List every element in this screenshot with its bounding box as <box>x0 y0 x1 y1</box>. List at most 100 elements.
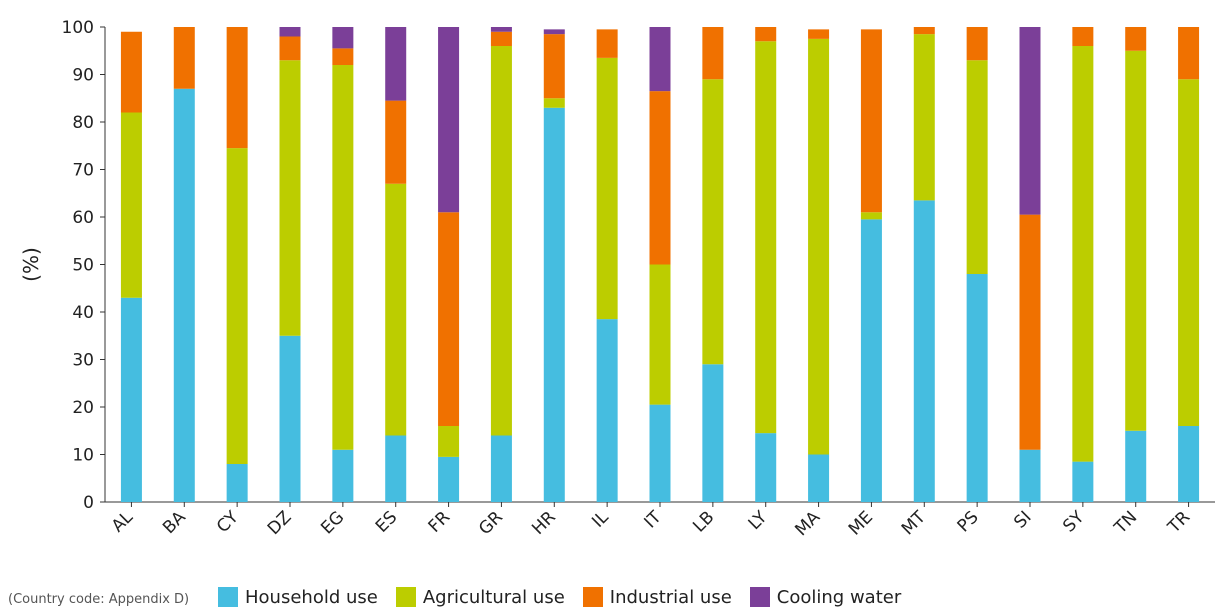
bar-segment <box>702 27 724 80</box>
bar-segment <box>913 34 935 201</box>
x-tick-label: FR <box>425 507 455 537</box>
bar-segment <box>1178 426 1200 502</box>
bar-segment <box>1072 461 1094 502</box>
bar-segment <box>1019 214 1041 450</box>
x-tick-label: IT <box>640 507 665 532</box>
stacked-bar-chart: 0 10 20 30 40 50 60 70 80 90 100 AL BA CY DZ EG ES FR GR H… <box>19 18 1215 540</box>
bars <box>120 27 1200 502</box>
bar-segment <box>860 212 882 220</box>
legend-item-cooling: Cooling water <box>749 586 902 608</box>
bar-segment <box>755 27 777 42</box>
y-tick-label: 40 <box>72 303 94 323</box>
legend-item-agricultural: Agricultural use <box>395 586 565 608</box>
x-tick-label: ES <box>372 507 401 536</box>
legend-label-cooling: Cooling water <box>776 586 902 608</box>
bar-segment <box>543 29 565 35</box>
x-tick-label: MA <box>791 507 824 540</box>
bar-segment <box>543 34 565 99</box>
y-tick-label: 80 <box>72 113 94 133</box>
bar-segment <box>649 91 671 265</box>
bar-segment <box>332 65 354 450</box>
x-tick-label: LY <box>745 507 772 534</box>
bar-segment <box>649 264 671 405</box>
legend-swatch-agricultural <box>395 587 416 607</box>
y-tick-label: 90 <box>72 66 94 86</box>
bar-segment <box>279 335 301 502</box>
y-tick-label: 30 <box>72 351 94 371</box>
x-tick-label: EG <box>317 507 348 538</box>
y-axis-label: (%) <box>19 247 43 282</box>
bar-segment <box>860 29 882 213</box>
legend-swatch-household <box>218 587 238 607</box>
bar-segment <box>279 60 301 336</box>
bar-segment <box>490 435 512 502</box>
y-axis: 0 10 20 30 40 50 60 70 80 90 100 <box>62 18 106 513</box>
legend-label-industrial: Industrial use <box>609 586 732 608</box>
legend-swatch-cooling <box>749 587 770 607</box>
bar-segment <box>332 449 354 502</box>
x-tick-label: AL <box>108 507 137 536</box>
bar-segment <box>755 433 777 502</box>
bar-segment <box>966 274 988 502</box>
bar-segment <box>808 454 830 502</box>
bar-segment <box>966 27 988 61</box>
bar-segment <box>808 38 830 455</box>
bar-segment <box>1019 27 1041 215</box>
y-tick-label: 10 <box>72 446 94 466</box>
bar-segment <box>596 29 618 58</box>
bar-segment <box>702 79 724 365</box>
bar-segment <box>226 27 248 149</box>
bar-segment <box>173 27 195 89</box>
bar-segment <box>332 27 354 49</box>
bar-segment <box>279 36 301 61</box>
bar-segment <box>490 31 512 46</box>
legend-item-industrial: Industrial use <box>582 586 732 608</box>
bar-segment <box>120 297 142 502</box>
x-tick-label: IL <box>588 507 613 532</box>
bar-segment <box>226 148 248 464</box>
bar-segment <box>649 27 671 92</box>
bar-segment <box>1178 27 1200 80</box>
bar-segment <box>860 219 882 502</box>
bar-segment <box>438 456 460 502</box>
bar-segment <box>543 98 565 108</box>
bar-segment <box>596 319 618 502</box>
legend-item-household: Household use <box>218 587 378 608</box>
bar-segment <box>1125 27 1147 51</box>
bar-segment <box>173 88 195 502</box>
x-tick-label: GR <box>475 507 507 539</box>
bar-segment <box>385 435 407 502</box>
legend-label-agricultural: Agricultural use <box>422 586 565 608</box>
bar-segment <box>702 364 724 502</box>
bar-segment <box>596 57 618 320</box>
bar-segment <box>490 27 512 32</box>
bar-segment <box>490 46 512 436</box>
bar-segment <box>1072 46 1094 462</box>
x-tick-label: SY <box>1059 507 1089 537</box>
y-tick-label: 100 <box>62 18 94 38</box>
x-tick-label: CY <box>213 507 243 537</box>
bar-segment <box>1072 27 1094 46</box>
y-tick-label: 50 <box>72 256 94 276</box>
bar-segment <box>438 27 460 213</box>
bar-segment <box>808 29 830 39</box>
bar-segment <box>966 60 988 274</box>
legend-label-household: Household use <box>245 586 378 608</box>
legend-swatch-industrial <box>582 587 603 607</box>
bar-segment <box>1019 449 1041 502</box>
y-tick-label: 0 <box>83 493 94 513</box>
legend: Household use Agricultural use Industria… <box>218 585 919 609</box>
x-axis: AL BA CY DZ EG ES FR GR HR IL IT LB LY MA ME MT PS SI SY TN… <box>105 501 1215 540</box>
x-tick-label: TN <box>1110 507 1141 538</box>
bar-segment <box>279 27 301 37</box>
bar-segment <box>1178 79 1200 426</box>
bar-segment <box>543 107 565 502</box>
bar-segment <box>755 41 777 434</box>
y-tick-label: 20 <box>72 398 94 418</box>
x-tick-label: HR <box>528 507 560 539</box>
x-tick-label: ME <box>845 507 877 539</box>
bar-segment <box>913 200 935 502</box>
bar-segment <box>1125 430 1147 502</box>
bar-segment <box>385 27 407 101</box>
x-tick-label: TR <box>1164 507 1195 538</box>
